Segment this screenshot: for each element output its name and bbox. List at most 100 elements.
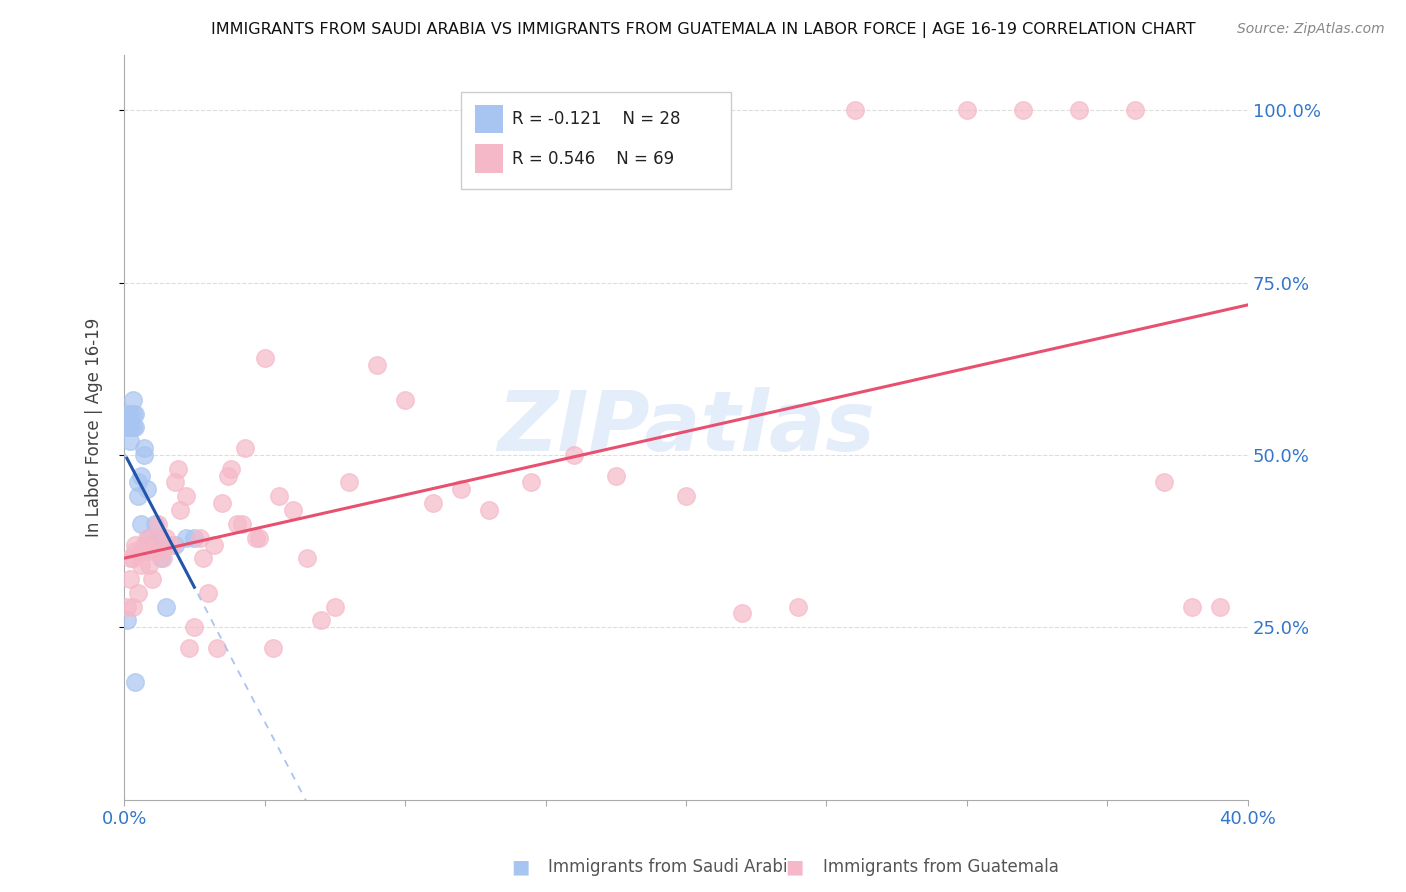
Point	[197, 586, 219, 600]
Point	[124, 537, 146, 551]
Point	[450, 483, 472, 497]
Point	[115, 599, 138, 614]
Point	[211, 496, 233, 510]
Text: ■: ■	[785, 857, 804, 877]
Point	[295, 551, 318, 566]
Point	[127, 475, 149, 490]
Point	[323, 599, 346, 614]
Point	[233, 441, 256, 455]
Point	[141, 537, 163, 551]
FancyBboxPatch shape	[461, 93, 731, 189]
Point	[177, 640, 200, 655]
Point	[132, 441, 155, 455]
Point	[787, 599, 810, 614]
Point	[143, 516, 166, 531]
Point	[143, 531, 166, 545]
Point	[155, 531, 177, 545]
Point	[394, 392, 416, 407]
Point	[135, 483, 157, 497]
Point	[155, 599, 177, 614]
Point	[366, 359, 388, 373]
Point	[132, 537, 155, 551]
Point	[205, 640, 228, 655]
Point	[115, 613, 138, 627]
Point	[146, 531, 169, 545]
Point	[146, 516, 169, 531]
Point	[124, 407, 146, 421]
Point	[115, 407, 138, 421]
FancyBboxPatch shape	[475, 145, 503, 173]
Point	[163, 475, 186, 490]
Point	[217, 468, 239, 483]
Point	[844, 103, 866, 118]
Point	[129, 516, 152, 531]
Point	[121, 407, 143, 421]
Point	[1069, 103, 1091, 118]
Point	[138, 558, 160, 573]
Point	[141, 544, 163, 558]
Point	[478, 503, 501, 517]
Point	[520, 475, 543, 490]
Point	[121, 551, 143, 566]
Point	[160, 537, 183, 551]
Text: Source: ZipAtlas.com: Source: ZipAtlas.com	[1237, 22, 1385, 37]
Point	[219, 461, 242, 475]
Point	[118, 551, 141, 566]
Text: ■: ■	[510, 857, 530, 877]
Point	[124, 675, 146, 690]
Point	[183, 620, 205, 634]
Point	[309, 613, 332, 627]
Point	[731, 607, 754, 621]
Point	[1012, 103, 1035, 118]
Point	[141, 572, 163, 586]
Point	[132, 544, 155, 558]
Point	[1153, 475, 1175, 490]
Point	[129, 544, 152, 558]
Point	[127, 489, 149, 503]
Point	[129, 558, 152, 573]
Point	[121, 392, 143, 407]
Text: Immigrants from Guatemala: Immigrants from Guatemala	[823, 858, 1059, 876]
Point	[1125, 103, 1147, 118]
Point	[163, 537, 186, 551]
Point	[149, 544, 172, 558]
Point	[115, 420, 138, 434]
Point	[231, 516, 253, 531]
Point	[422, 496, 444, 510]
Point	[281, 503, 304, 517]
Point	[124, 544, 146, 558]
Point	[152, 551, 174, 566]
Point	[183, 531, 205, 545]
Point	[202, 537, 225, 551]
Point	[127, 586, 149, 600]
Point	[174, 489, 197, 503]
Point	[129, 468, 152, 483]
Text: R = -0.121    N = 28: R = -0.121 N = 28	[512, 110, 681, 128]
Y-axis label: In Labor Force | Age 16-19: In Labor Force | Age 16-19	[86, 318, 103, 537]
Point	[267, 489, 290, 503]
Point	[956, 103, 979, 118]
Point	[174, 531, 197, 545]
Point	[118, 434, 141, 449]
Text: Immigrants from Saudi Arabia: Immigrants from Saudi Arabia	[548, 858, 799, 876]
Point	[118, 572, 141, 586]
Point	[121, 420, 143, 434]
Point	[605, 468, 627, 483]
Point	[149, 551, 172, 566]
Point	[1181, 599, 1204, 614]
Point	[166, 461, 188, 475]
Point	[169, 503, 191, 517]
Point	[191, 551, 214, 566]
Point	[1209, 599, 1232, 614]
Point	[562, 448, 585, 462]
Point	[124, 420, 146, 434]
Text: ZIPatlas: ZIPatlas	[498, 387, 875, 467]
Point	[262, 640, 284, 655]
FancyBboxPatch shape	[475, 105, 503, 133]
Point	[118, 420, 141, 434]
Point	[337, 475, 360, 490]
Point	[121, 599, 143, 614]
Point	[675, 489, 697, 503]
Point	[138, 531, 160, 545]
Point	[135, 531, 157, 545]
